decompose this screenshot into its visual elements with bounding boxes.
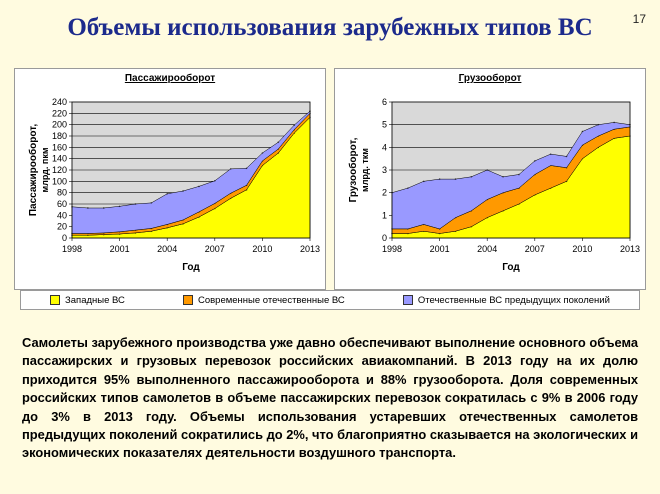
legend-item-foreign: Западные ВС	[50, 295, 125, 306]
legend-item-modern-domestic: Современные отечественные ВС	[182, 294, 345, 306]
data-point-old-domestic-2009	[565, 155, 568, 158]
data-point-old-domestic-2011	[597, 123, 600, 126]
y-tick-label: 220	[52, 108, 67, 118]
data-point-old-domestic-2011	[277, 141, 280, 144]
x-axis-label: Год	[182, 262, 200, 273]
data-point-old-domestic-2000	[102, 207, 105, 209]
y-tick-label: 140	[52, 154, 67, 164]
data-point-old-domestic-1999	[87, 207, 89, 209]
y-tick-label: 40	[57, 210, 67, 220]
slide-title: Объемы использования зарубежных типов ВС	[67, 14, 593, 41]
legend-swatch-old-domestic	[402, 295, 413, 305]
cargo-chart-svg: Грузооборот 0 1 2 3 4 5 6 1998 2001 2004 2007 2010 20…	[334, 68, 646, 290]
data-point-old-domestic-2004	[486, 169, 488, 171]
data-point-old-domestic-1999	[407, 187, 409, 189]
data-point-old-domestic-2012	[613, 121, 615, 124]
y-tick-label: 3	[382, 165, 387, 175]
data-point-old-domestic-2006	[198, 185, 200, 188]
x-tick-label: 2001	[430, 244, 450, 254]
y-axis-label: Грузооборот,	[347, 137, 359, 202]
y-tick-label: 80	[57, 188, 67, 198]
chart-legend: Западные ВС Современные отечественные ВС…	[20, 290, 640, 310]
x-tick-label: 2007	[205, 244, 225, 254]
y-tick-label: 1	[382, 210, 387, 220]
data-point-old-domestic-2010	[581, 130, 584, 133]
data-point-old-domestic-2008	[549, 153, 552, 155]
y-tick-label: 6	[382, 97, 387, 107]
y-tick-label: 160	[52, 142, 67, 152]
y-axis-unit-label: млрд. пкм	[40, 147, 50, 192]
x-tick-label: 2010	[252, 244, 272, 254]
data-point-old-domestic-2009	[245, 167, 248, 170]
y-axis-unit-label: млрд. ткм	[360, 148, 370, 192]
data-point-old-domestic-2002	[454, 178, 457, 180]
page-number: 17	[632, 12, 646, 26]
data-point-old-domestic-2001	[438, 178, 441, 180]
cargo-chart: Грузооборот 0 1 2 3 4 5 6 1998 2001 2004 2007 2010 20…	[334, 68, 646, 290]
x-tick-label: 2001	[110, 244, 130, 254]
y-tick-label: 200	[52, 120, 67, 130]
chart-title: Грузооборот	[459, 72, 522, 84]
data-point-old-domestic-2004	[166, 193, 168, 195]
data-point-old-domestic-2005	[182, 190, 184, 192]
x-tick-label: 1998	[62, 244, 82, 254]
y-axis-label: Пассажирооборот,	[27, 124, 39, 217]
y-tick-label: 100	[52, 176, 67, 186]
y-tick-label: 60	[57, 199, 67, 209]
data-point-old-domestic-2012	[293, 124, 295, 127]
data-point-old-domestic-2010	[261, 152, 264, 154]
legend-label-old-domestic: Отечественные ВС предыдущих поколений	[417, 294, 610, 306]
data-point-old-domestic-2000	[422, 180, 425, 183]
plot-border	[71, 101, 311, 239]
y-tick-label: 240	[52, 97, 67, 107]
y-tick-label: 0	[62, 233, 67, 243]
data-point-old-domestic-2007	[534, 160, 536, 162]
legend-swatch-foreign	[50, 295, 61, 305]
x-tick-label: 1998	[382, 244, 402, 254]
data-point-old-domestic-2006	[518, 173, 520, 176]
data-point-old-domestic-2001	[118, 205, 121, 208]
y-tick-label: 180	[52, 131, 67, 141]
body-text: Самолеты зарубежного производства уже да…	[22, 335, 638, 461]
legend-swatch-modern-domestic	[182, 295, 193, 305]
y-tick-label: 20	[57, 222, 67, 232]
passenger-chart: Пассажирооборот 0 20 40 60 80 100 120 140 160 180 2…	[14, 68, 326, 290]
x-axis-label: Год	[502, 262, 520, 273]
data-point-old-domestic-2003	[470, 176, 473, 178]
x-tick-label: 2004	[157, 244, 177, 254]
data-point-old-domestic-2007	[214, 179, 216, 182]
x-tick-label: 2013	[300, 244, 320, 254]
data-point-old-domestic-2008	[229, 168, 232, 170]
y-tick-label: 2	[382, 188, 387, 198]
x-tick-label: 2010	[572, 244, 592, 254]
y-tick-label: 120	[52, 165, 67, 175]
legend-item-old-domestic: Отечественные ВС предыдущих поколений	[402, 294, 610, 306]
legend-label-foreign: Западные ВС	[65, 294, 125, 306]
y-tick-label: 0	[382, 233, 387, 243]
x-tick-label: 2004	[477, 244, 497, 254]
passenger-chart-svg: Пассажирооборот0204060801001201401601802…	[14, 68, 326, 290]
legend-label-modern-domestic: Современные отечественные ВС	[197, 294, 345, 306]
x-tick-label: 2007	[525, 244, 545, 254]
plot-border	[391, 101, 631, 239]
x-tick-label: 2013	[620, 244, 640, 254]
data-point-old-domestic-2003	[150, 202, 153, 204]
y-tick-label: 4	[382, 142, 387, 152]
y-tick-label: 5	[382, 120, 387, 130]
data-point-old-domestic-2002	[134, 203, 137, 205]
data-point-old-domestic-2005	[502, 176, 504, 178]
chart-title: Пассажирооборот	[125, 72, 215, 84]
